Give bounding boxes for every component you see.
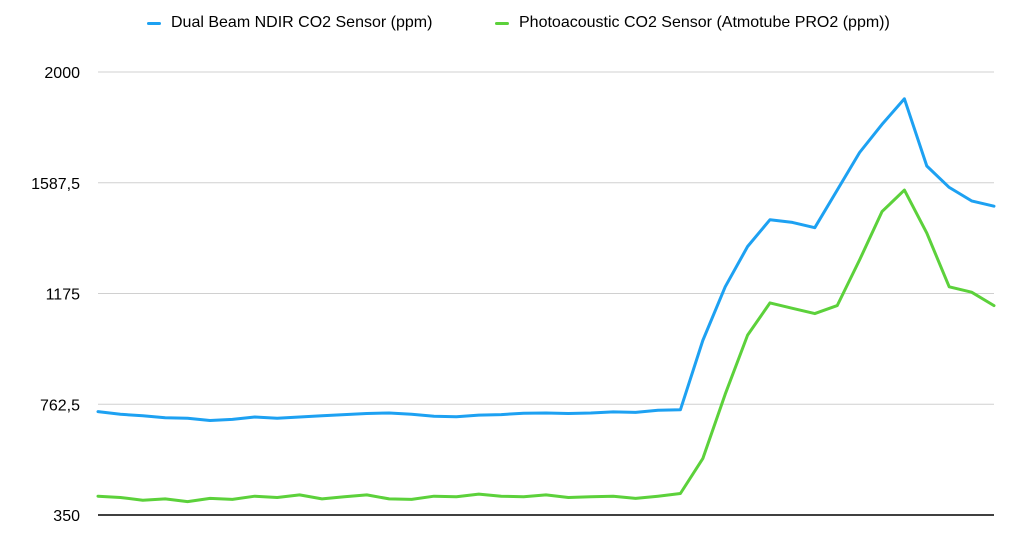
- chart-legend: Dual Beam NDIR CO2 Sensor (ppm) Photoaco…: [0, 14, 1024, 38]
- legend-item-ndir: Dual Beam NDIR CO2 Sensor (ppm): [147, 14, 432, 32]
- y-tick-label: 1175: [46, 287, 81, 304]
- y-tick-label: 1587,5: [31, 176, 80, 193]
- y-tick-label: 762,5: [40, 397, 80, 414]
- legend-label-photoacoustic: Photoacoustic CO2 Sensor (Atmotube PRO2 …: [519, 14, 890, 31]
- legend-swatch-photoacoustic: [495, 21, 509, 25]
- y-tick-label: 350: [53, 508, 80, 525]
- legend-swatch-ndir: [147, 21, 161, 25]
- legend-item-photoacoustic: Photoacoustic CO2 Sensor (Atmotube PRO2 …: [495, 14, 890, 32]
- series-line-ndir: [96, 97, 996, 422]
- legend-label-ndir: Dual Beam NDIR CO2 Sensor (ppm): [171, 14, 433, 31]
- y-tick-label: 2000: [44, 65, 80, 82]
- series-line-photoacoustic: [96, 188, 996, 504]
